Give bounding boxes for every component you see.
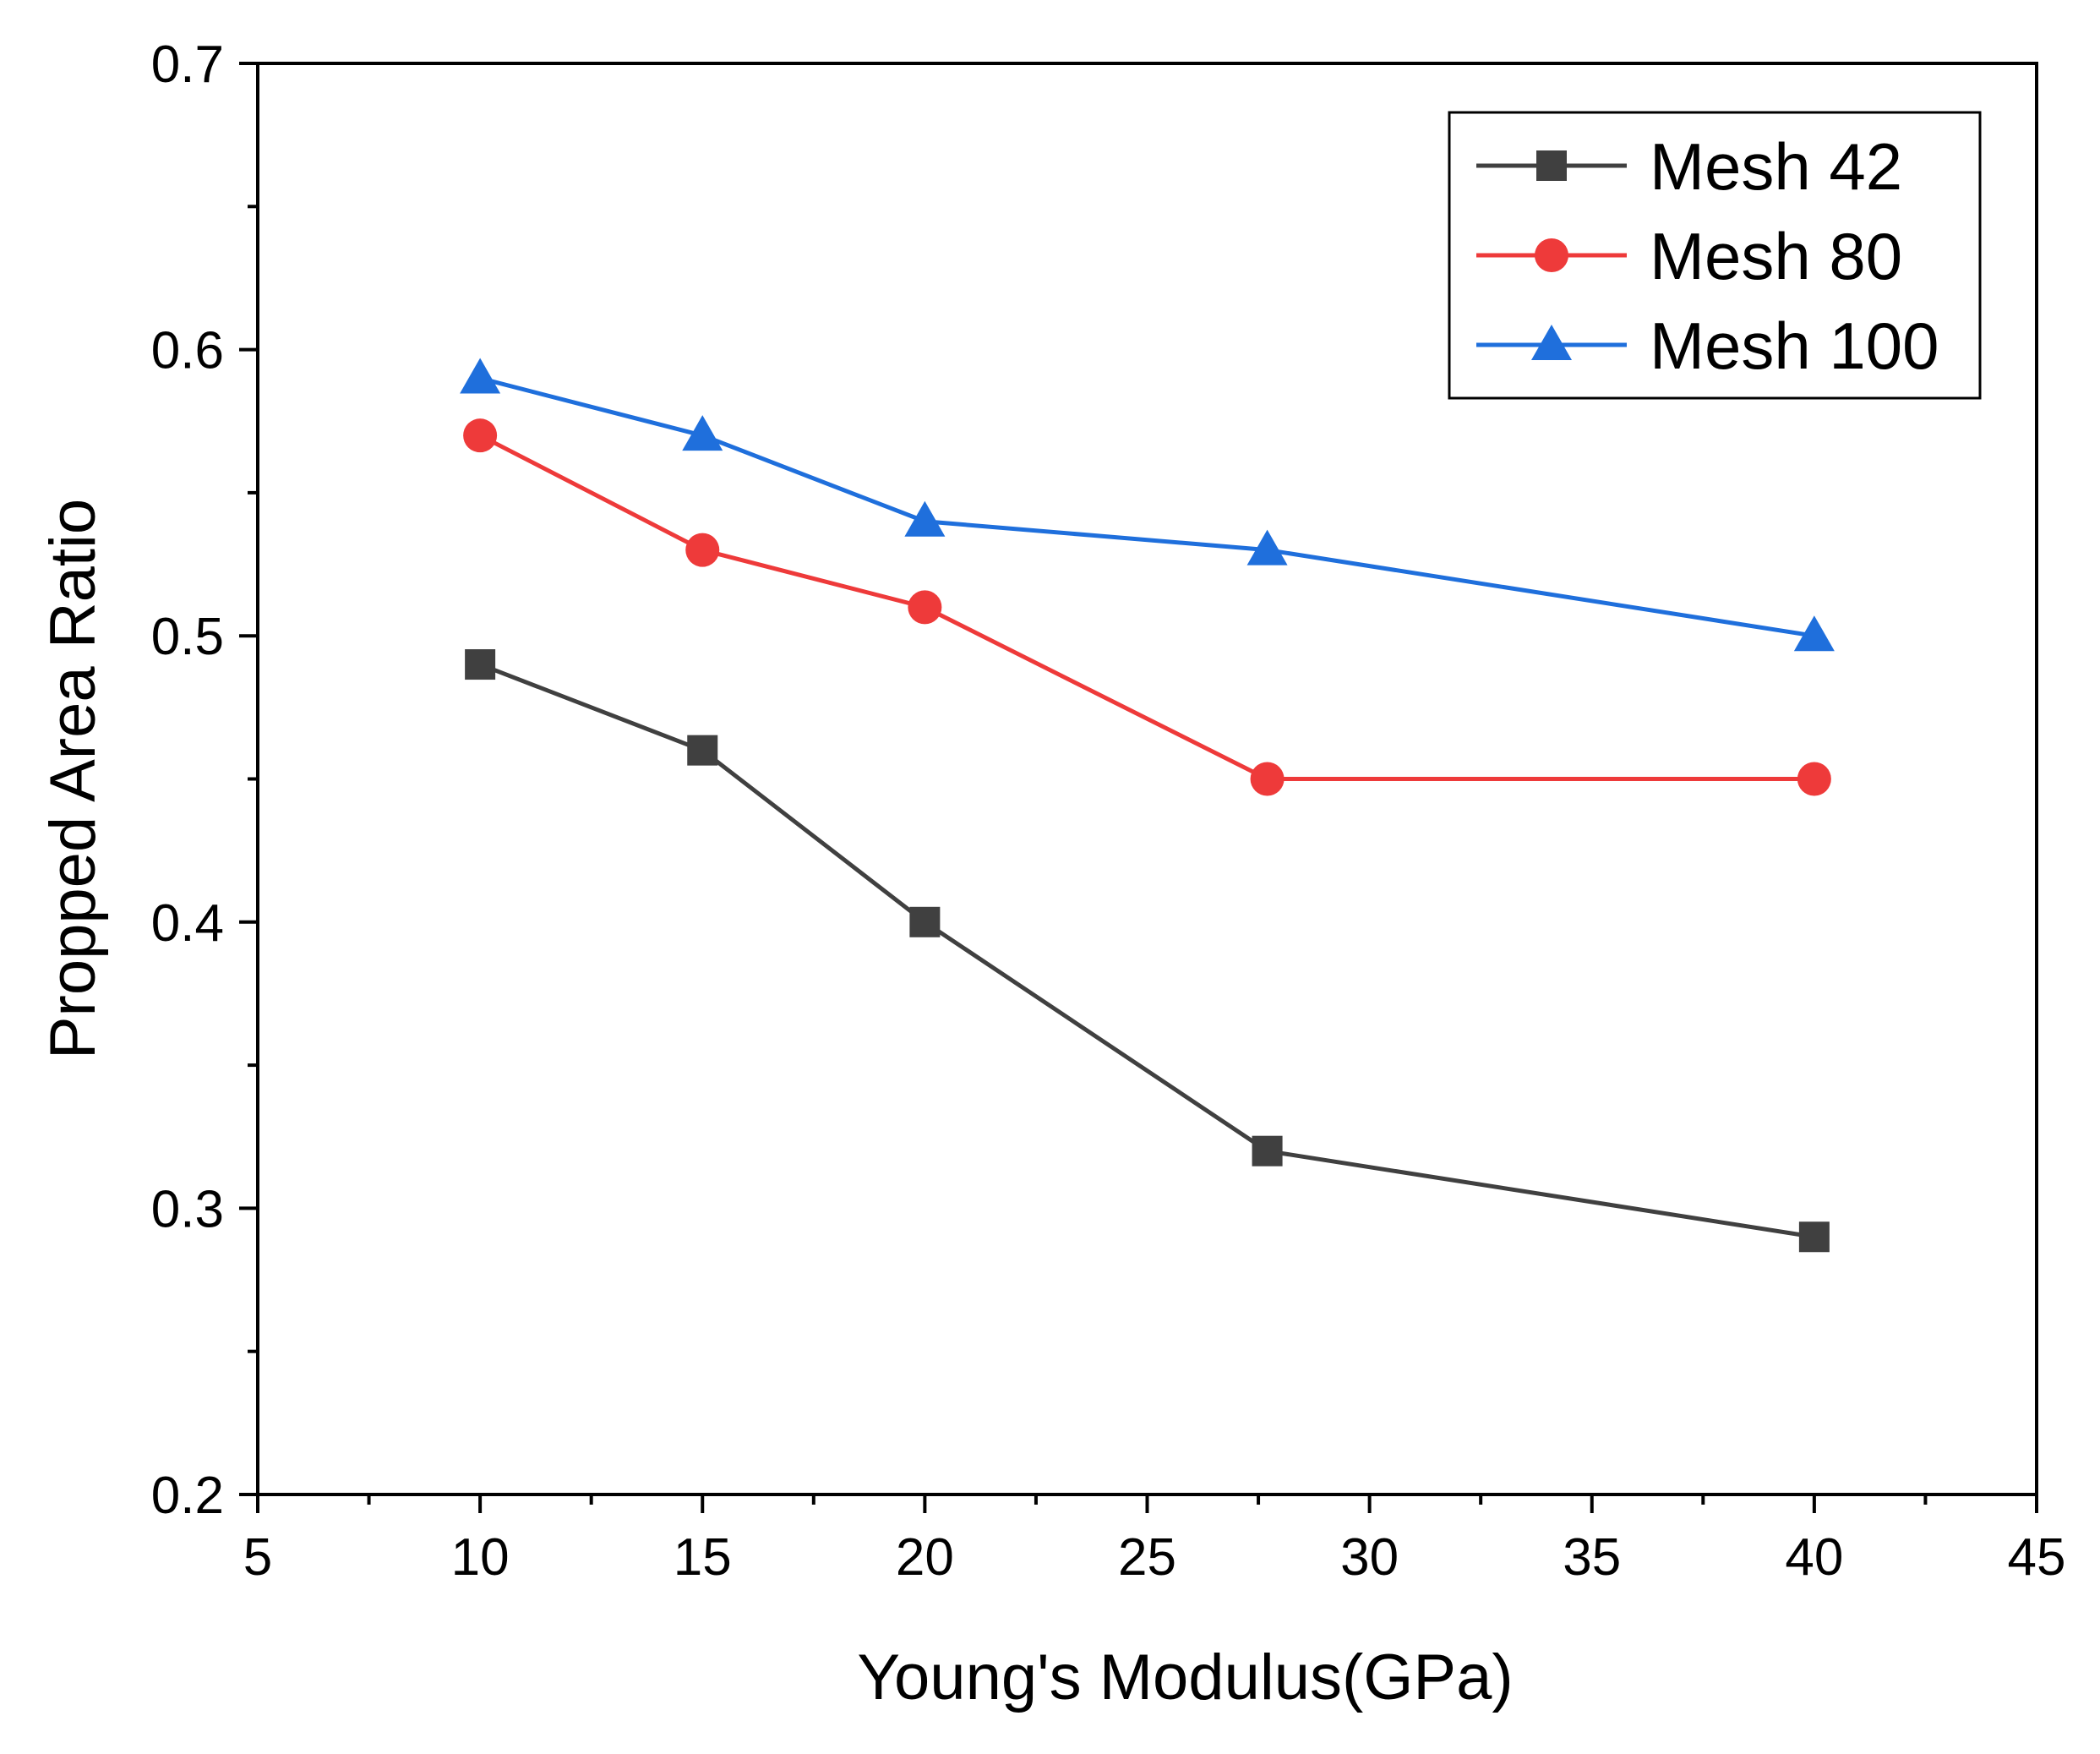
legend-item-mesh-100: Mesh 100 xyxy=(1476,309,1939,383)
y-tick-label-0.4: 0.4 xyxy=(151,894,224,953)
x-tick-label-35: 35 xyxy=(1563,1528,1621,1587)
data-point-mesh-100-3 xyxy=(1246,529,1288,566)
data-point-mesh-80-4 xyxy=(1797,762,1831,796)
y-axis-title: Propped Area Ratio xyxy=(37,499,109,1059)
legend-label-mesh-100: Mesh 100 xyxy=(1650,309,1939,383)
legend-marker-mesh-100 xyxy=(1531,325,1572,360)
legend-item-mesh-42: Mesh 42 xyxy=(1476,129,1902,204)
series-mesh-42 xyxy=(465,649,1830,1253)
legend-marker-mesh-80 xyxy=(1535,238,1568,272)
series-mesh-80 xyxy=(463,418,1831,796)
data-point-mesh-100-1 xyxy=(682,415,723,451)
data-point-mesh-100-4 xyxy=(1793,615,1835,652)
series-line-mesh-80 xyxy=(478,433,1814,781)
x-tick-label-45: 45 xyxy=(2008,1528,2066,1587)
data-point-mesh-42-1 xyxy=(687,735,718,766)
data-point-mesh-42-3 xyxy=(1252,1135,1283,1167)
series-layer xyxy=(460,358,1835,1253)
y-tick-label-0.3: 0.3 xyxy=(151,1180,224,1238)
data-point-mesh-42-2 xyxy=(909,906,941,937)
series-line-mesh-42 xyxy=(479,662,1815,1239)
x-tick-label-40: 40 xyxy=(1785,1528,1843,1587)
x-tick-label-5: 5 xyxy=(243,1528,272,1587)
x-tick-label-20: 20 xyxy=(896,1528,954,1587)
axes: 5 10 15 20 25 30 35 40 45 0.2 0.3 0.4 0.5 0.6 0.7 Young… xyxy=(37,36,2065,1713)
data-point-mesh-42-4 xyxy=(1798,1221,1830,1253)
legend-item-mesh-80: Mesh 80 xyxy=(1476,219,1902,293)
y-tick-label-0.7: 0.7 xyxy=(151,36,224,94)
x-tick-label-10: 10 xyxy=(451,1528,510,1587)
series-mesh-100 xyxy=(460,358,1835,652)
x-tick-label-30: 30 xyxy=(1340,1528,1399,1587)
data-point-mesh-80-0 xyxy=(463,418,498,453)
legend-marker-mesh-42 xyxy=(1536,150,1567,181)
y-tick-label-0.2: 0.2 xyxy=(151,1467,224,1525)
y-tick-label-0.6: 0.6 xyxy=(151,322,224,380)
data-point-mesh-80-2 xyxy=(908,590,942,625)
legend: Mesh 42 Mesh 80 Mesh 100 xyxy=(1448,111,1982,400)
x-tick-label-15: 15 xyxy=(674,1528,732,1587)
legend-label-mesh-80: Mesh 80 xyxy=(1650,219,1902,293)
series-line-mesh-100 xyxy=(479,376,1815,638)
data-point-mesh-100-0 xyxy=(460,358,501,394)
x-axis-title: Young's Modulus(GPa) xyxy=(857,1642,1513,1713)
data-point-mesh-100-2 xyxy=(904,500,946,537)
data-point-mesh-42-0 xyxy=(465,649,496,680)
data-point-mesh-80-1 xyxy=(685,533,720,567)
data-point-mesh-80-3 xyxy=(1250,762,1285,796)
y-tick-label-0.5: 0.5 xyxy=(151,608,224,666)
x-tick-label-25: 25 xyxy=(1118,1528,1176,1587)
legend-label-mesh-42: Mesh 42 xyxy=(1650,129,1902,204)
